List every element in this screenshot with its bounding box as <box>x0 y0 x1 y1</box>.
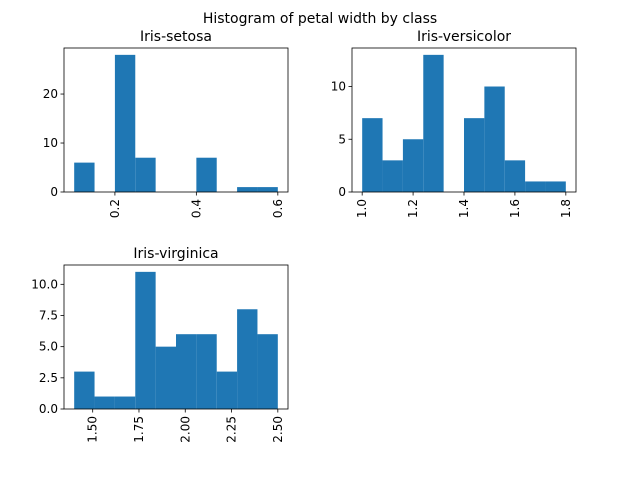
y-tick-label-virginica-1: 2.5 <box>39 371 58 385</box>
axes-frame-virginica <box>63 264 289 410</box>
histogram-bar-versicolor-1 <box>382 160 403 192</box>
x-tick-label-versicolor-3: 1.6 <box>508 199 522 218</box>
histogram-bar-setosa-2 <box>114 54 136 192</box>
histogram-bar-virginica-5 <box>176 334 197 409</box>
x-tick-label-versicolor-1: 1.2 <box>406 199 420 218</box>
axes-frame-setosa <box>63 47 289 193</box>
histogram-bar-virginica-6 <box>196 334 217 409</box>
x-tick-label-setosa-1: 0.4 <box>189 199 203 218</box>
subplot-setosa: Iris-setosa 0 10 20 0.2 0.4 0.6 <box>43 29 289 218</box>
subplot-title-virginica: Iris-virginica <box>133 246 218 262</box>
histogram-bar-versicolor-5 <box>464 118 485 192</box>
histogram-bar-versicolor-8 <box>525 181 546 192</box>
y-tick-label-setosa-2: 20 <box>43 87 58 101</box>
histogram-bar-virginica-7 <box>216 371 238 409</box>
y-tick-label-versicolor-2: 10 <box>331 80 346 94</box>
histogram-bar-versicolor-0 <box>362 118 383 192</box>
histogram-bar-setosa-0 <box>74 162 95 192</box>
subplot-virginica: Iris-virginica 0.0 2.5 5.0 7.5 10.0 1.50 1.75 2.… <box>31 246 289 443</box>
histogram-bar-virginica-3 <box>135 271 156 409</box>
x-tick-label-virginica-1: 1.75 <box>132 416 146 443</box>
histogram-bar-setosa-6 <box>196 157 217 192</box>
histogram-bar-versicolor-7 <box>504 160 526 192</box>
histogram-bar-versicolor-9 <box>545 181 566 192</box>
histogram-bar-setosa-3 <box>135 157 156 192</box>
histogram-bar-setosa-9 <box>257 187 278 192</box>
histogram-bar-virginica-9 <box>257 334 278 409</box>
x-tick-label-virginica-2: 2.00 <box>178 416 192 443</box>
figure-title: Histogram of petal width by class <box>203 11 437 27</box>
y-tick-label-setosa-1: 10 <box>43 136 58 150</box>
y-tick-label-virginica-0: 0.0 <box>39 402 58 416</box>
x-tick-label-virginica-3: 2.25 <box>225 416 239 443</box>
subplot-versicolor: Iris-versicolor 0 5 10 1.0 1.2 1.4 1.6 1.8 <box>331 29 577 218</box>
x-tick-label-virginica-0: 1.50 <box>86 416 100 443</box>
y-tick-label-setosa-0: 0 <box>50 185 58 199</box>
histogram-bar-versicolor-3 <box>423 54 444 192</box>
histogram-bar-virginica-4 <box>155 346 176 409</box>
histogram-bar-virginica-0 <box>74 371 95 409</box>
histogram-bar-versicolor-2 <box>402 139 424 192</box>
y-tick-label-versicolor-1: 5 <box>338 132 346 146</box>
x-tick-label-versicolor-0: 1.0 <box>355 199 369 218</box>
y-tick-label-virginica-2: 5.0 <box>39 340 58 354</box>
x-tick-label-setosa-0: 0.2 <box>108 199 122 218</box>
y-tick-label-versicolor-0: 0 <box>338 185 346 199</box>
subplot-panels: Iris-setosa 0 10 20 0.2 0.4 0.6 Iris-versicolor… <box>31 29 577 443</box>
x-tick-label-versicolor-2: 1.4 <box>457 199 471 218</box>
x-tick-label-setosa-2: 0.6 <box>271 199 285 218</box>
subplot-title-versicolor: Iris-versicolor <box>417 29 511 45</box>
histogram-bar-virginica-8 <box>237 309 258 409</box>
x-tick-label-virginica-4: 2.50 <box>271 416 285 443</box>
subplot-title-setosa: Iris-setosa <box>140 29 212 45</box>
y-tick-label-virginica-3: 7.5 <box>39 308 58 322</box>
histogram-bar-setosa-8 <box>237 187 258 192</box>
histogram-bar-virginica-1 <box>94 396 115 409</box>
y-tick-label-virginica-4: 10.0 <box>31 277 58 291</box>
histogram-bar-virginica-2 <box>114 396 136 409</box>
histogram-bar-versicolor-6 <box>484 86 505 192</box>
x-tick-label-versicolor-4: 1.8 <box>559 199 573 218</box>
